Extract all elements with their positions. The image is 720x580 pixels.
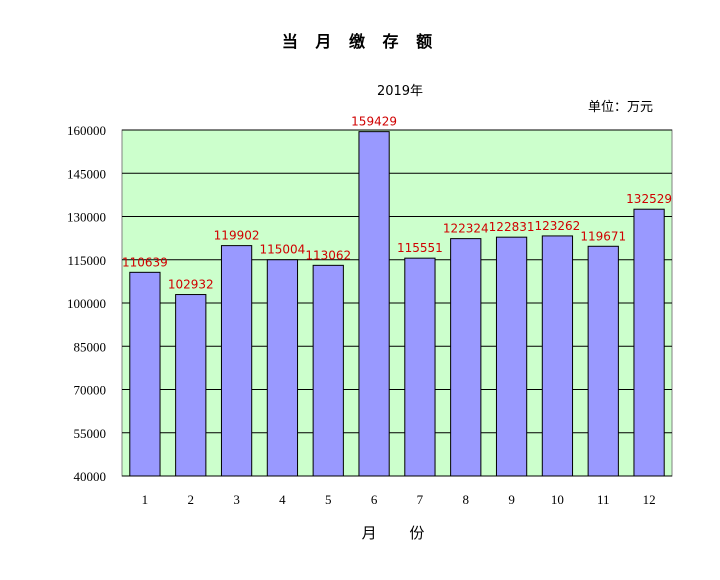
x-tick-label: 8: [463, 492, 470, 507]
grid-lines: [122, 129, 672, 477]
x-tick-label: 12: [643, 492, 656, 507]
data-label-6: 159429: [351, 115, 397, 129]
x-tick-label: 2: [188, 492, 195, 507]
y-tick-label: 100000: [67, 296, 106, 311]
x-tick-label: 1: [142, 492, 149, 507]
bar-10: [541, 235, 574, 477]
bar-4: [266, 259, 299, 477]
x-tick-label: 7: [417, 492, 424, 507]
data-label-10: 123262: [535, 219, 581, 233]
x-tick-label: 6: [371, 492, 378, 507]
y-tick-label: 55000: [74, 426, 107, 441]
bar-6: [358, 131, 390, 477]
bar-11: [587, 245, 619, 477]
chart-title: 当 月 缴 存 额: [281, 32, 439, 51]
bar-8: [450, 238, 482, 477]
data-label-12: 132529: [626, 192, 672, 206]
bar-5: [312, 264, 344, 477]
data-label-2: 102932: [168, 278, 214, 292]
y-tick-label: 145000: [67, 166, 106, 181]
x-axis-ticks: 1 2 3 4 5 6 7 8 9 10 11 12: [142, 492, 656, 507]
x-tick-label: 3: [233, 492, 240, 507]
y-tick-label: 115000: [67, 253, 106, 268]
data-label-7: 115551: [397, 241, 443, 255]
y-tick-label: 160000: [67, 123, 106, 138]
y-axis-ticks: 40000 55000 70000 85000 100000 115000 130000 14…: [67, 123, 106, 484]
x-tick-label: 10: [551, 492, 564, 507]
data-label-9: 122831: [489, 220, 535, 234]
data-label-5: 113062: [305, 248, 351, 262]
bars: [129, 131, 665, 477]
bar-2: [175, 294, 207, 477]
x-tick-label: 11: [597, 492, 610, 507]
x-axis-label: 月 份: [361, 524, 439, 542]
y-tick-label: 40000: [74, 469, 107, 484]
bar-3: [220, 245, 253, 477]
x-tick-label: 5: [325, 492, 332, 507]
unit-label: 单位：万元: [588, 100, 654, 115]
y-tick-label: 130000: [67, 210, 106, 225]
x-tick-label: 9: [508, 492, 515, 507]
bar-9: [495, 236, 528, 477]
data-label-1: 110639: [122, 255, 168, 269]
chart-subtitle: 2019年: [376, 84, 424, 99]
data-label-4: 115004: [260, 243, 306, 257]
bar-1: [129, 271, 161, 477]
bar-12: [633, 208, 665, 477]
data-label-8: 122324: [443, 222, 489, 236]
x-tick-label: 4: [279, 492, 286, 507]
y-tick-label: 85000: [74, 339, 107, 354]
data-label-3: 119902: [214, 229, 260, 243]
bar-7: [404, 257, 436, 477]
data-label-11: 119671: [580, 229, 626, 243]
y-tick-label: 70000: [74, 383, 107, 398]
